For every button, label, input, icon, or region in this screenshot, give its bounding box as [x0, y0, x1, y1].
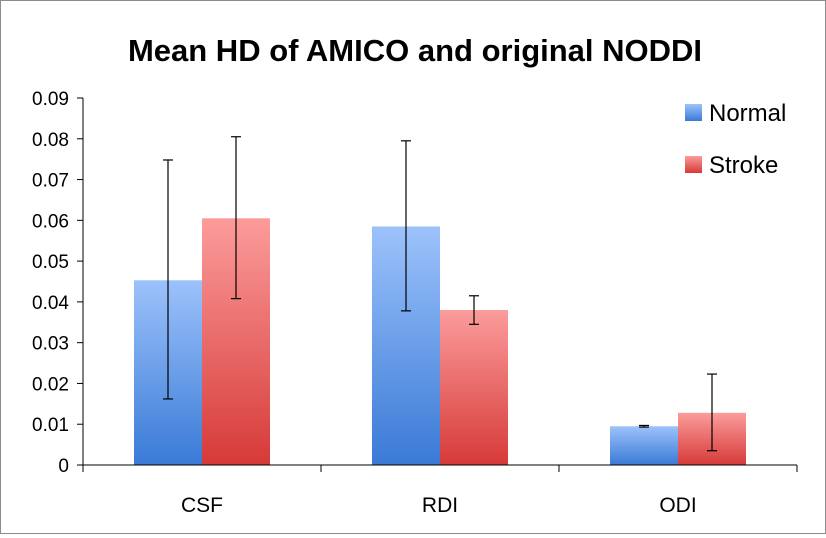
bars: [134, 218, 746, 465]
y-tick-label: 0.09: [32, 89, 69, 110]
y-tick-label: 0.06: [32, 211, 69, 232]
legend-swatch-normal: [685, 104, 702, 121]
legend: Normal Stroke: [685, 100, 786, 179]
x-category-label: ODI: [659, 494, 696, 517]
error-bars: [163, 136, 717, 452]
x-axis: CSF RDI ODI: [82, 464, 798, 517]
y-tick-label: 0.03: [32, 334, 69, 355]
x-category-label: CSF: [181, 494, 223, 517]
legend-label-stroke: Stroke: [709, 152, 778, 179]
y-tick-label: 0.04: [32, 293, 69, 314]
y-tick-label: 0.08: [32, 130, 69, 151]
bar-stroke-rdi: [440, 310, 508, 465]
x-category-label: RDI: [422, 494, 458, 517]
y-tick-label: 0.05: [32, 252, 69, 273]
y-tick-label: 0.01: [32, 415, 69, 436]
bar-normal-odi: [610, 426, 678, 465]
legend-label-normal: Normal: [709, 100, 786, 127]
y-axis: 0 0.01 0.02 0.03 0.04 0.05 0.06 0.07 0.08 0.09: [32, 89, 84, 477]
y-tick-label: 0: [58, 456, 69, 477]
chart-title: Mean HD of AMICO and original NODDI: [128, 33, 702, 68]
y-tick-label: 0.07: [32, 171, 69, 192]
y-tick-label: 0.02: [32, 374, 69, 395]
legend-swatch-stroke: [685, 156, 702, 173]
